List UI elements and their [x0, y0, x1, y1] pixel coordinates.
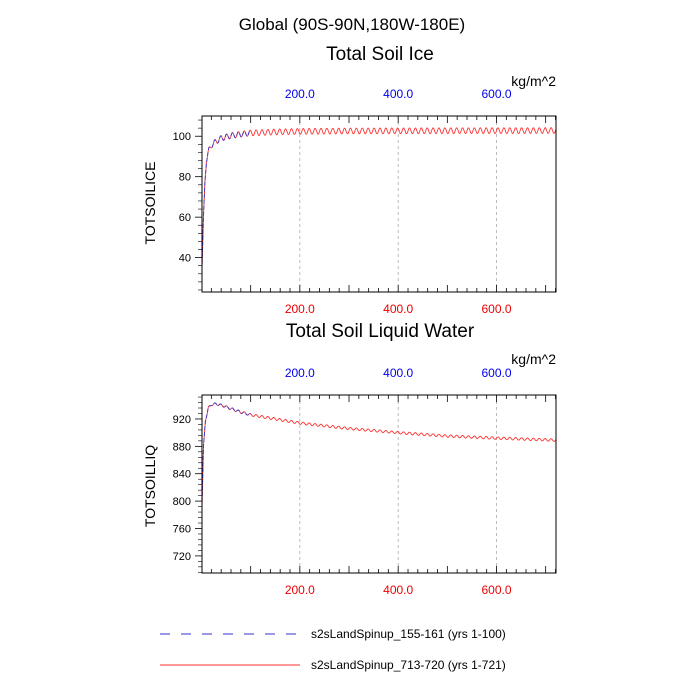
series-lines-soil-ice [201, 127, 557, 270]
panel-total-soil-liquid-water: Total Soil Liquid Water kg/m^2 TOTSOILLI… [142, 321, 557, 597]
bottom-tick-label: 400.0 [383, 302, 413, 316]
chart-title-soil-liquid: Total Soil Liquid Water [286, 321, 475, 342]
series-lines-soil-liquid [201, 402, 557, 509]
ylabel-soil-ice: TOTSOILICE [142, 162, 158, 245]
top-tick-label: 600.0 [481, 366, 511, 380]
y-tick-label: 920 [173, 414, 191, 426]
legend-label-series-a: s2sLandSpinup_155-161 (yrs 1-100) [311, 627, 506, 641]
legend-item-series-b: s2sLandSpinup_713-720 (yrs 1-721) [160, 658, 506, 672]
top-tick-label: 400.0 [383, 366, 413, 380]
ticks-soil-ice: 200.0 200.0 400.0 400.0 600.0 600.0 40 60 80 100 [173, 87, 556, 316]
legend-item-series-a: s2sLandSpinup_155-161 (yrs 1-100) [160, 627, 506, 641]
plot-frame-soil-ice [201, 115, 557, 293]
chart-title-soil-ice: Total Soil Ice [326, 44, 434, 65]
bottom-tick-label: 200.0 [285, 302, 315, 316]
page-title: Global (90S-90N,180W-180E) [239, 15, 465, 34]
series-line-b [201, 127, 557, 270]
legend-label-series-b: s2sLandSpinup_713-720 (yrs 1-721) [311, 658, 506, 672]
plot-frame-soil-liquid [201, 394, 557, 574]
units-label-soil-ice: kg/m^2 [511, 73, 556, 89]
ylabel-soil-liquid: TOTSOILLIQ [142, 445, 158, 527]
series-line-b [201, 402, 557, 509]
bottom-tick-label: 600.0 [481, 583, 511, 597]
y-tick-label: 720 [173, 551, 191, 563]
series-line-a [201, 402, 251, 509]
panel-total-soil-ice: Total Soil Ice kg/m^2 TOTSOILICE 200.020… [142, 44, 557, 316]
y-tick-label: 60 [179, 212, 191, 224]
top-tick-label: 600.0 [481, 87, 511, 101]
bottom-tick-label: 600.0 [481, 302, 511, 316]
top-tick-label: 400.0 [383, 87, 413, 101]
gridlines-soil-ice [299, 116, 497, 292]
bottom-tick-label: 400.0 [383, 583, 413, 597]
units-label-soil-liquid: kg/m^2 [511, 351, 556, 367]
y-tick-label: 40 [179, 253, 191, 265]
ticks-soil-liquid: 200.0 200.0 400.0 400.0 600.0 600.0 720 760 800 8… [173, 366, 556, 597]
bottom-tick-label: 200.0 [285, 583, 315, 597]
top-tick-label: 200.0 [285, 366, 315, 380]
y-tick-label: 80 [179, 172, 191, 184]
y-tick-label: 880 [173, 441, 191, 453]
y-tick-label: 840 [173, 469, 191, 481]
legend: s2sLandSpinup_155-161 (yrs 1-100) s2sLan… [160, 627, 506, 672]
y-tick-label: 760 [173, 524, 191, 536]
series-line-a [201, 129, 251, 270]
y-tick-label: 100 [173, 131, 191, 143]
gridlines-soil-liquid [299, 395, 497, 573]
y-tick-label: 800 [173, 496, 191, 508]
top-tick-label: 200.0 [285, 87, 315, 101]
